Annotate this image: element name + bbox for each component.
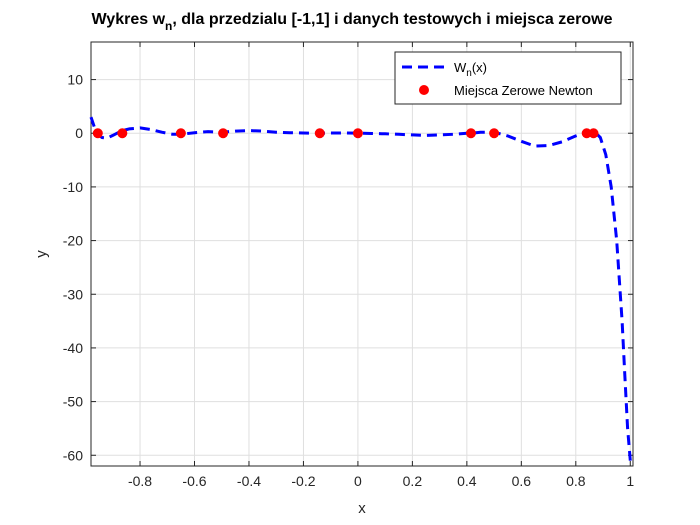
y-tick-label: -40 [63,340,83,356]
axis-ticks: -0.8 -0.6 -0.4 -0.2 0 0.2 0.4 0.6 0.8 1 -60 -50 -40 -… [63,42,634,489]
chart-title-subscript: n [165,19,172,33]
legend-marker-zeros [419,85,429,95]
x-tick-label: 0.6 [512,473,532,489]
legend-box [394,51,622,105]
x-tick-label: 0.4 [457,473,477,489]
zero-point-marker [465,128,476,139]
x-axis-label: x [358,500,366,517]
legend: Wn(x) Miejsca Zerowe Newton [394,51,622,105]
x-tick-label: -0.6 [182,473,206,489]
series-layer [89,116,632,461]
x-tick-label: 0.2 [403,473,423,489]
zero-point-marker [92,128,103,139]
zero-point-marker [352,128,363,139]
zero-point-marker [117,128,128,139]
legend-label-wn-prefix: W [454,60,467,75]
x-tick-label: -0.4 [237,473,261,489]
chart-title-suffix: , dla przedzialu [-1,1] i danych testowy… [172,11,612,28]
legend-label-wn: Wn(x) [454,60,487,79]
legend-label-zeros: Miejsca Zerowe Newton [454,83,593,98]
y-tick-label: -20 [63,233,83,249]
x-tick-label: -0.2 [291,473,315,489]
y-tick-label: 10 [67,72,83,88]
zero-point-marker [588,128,599,139]
y-tick-label: -50 [63,394,83,410]
y-tick-label: -10 [63,179,83,195]
y-tick-label: -60 [63,447,83,463]
legend-label-wn-suffix: (x) [472,60,487,75]
chart-title-prefix: Wykres w [91,11,165,28]
y-axis-label: y [33,250,50,258]
x-tick-label: 0 [354,473,362,489]
y-tick-label: -30 [63,286,83,302]
zero-point-marker [489,128,500,139]
x-tick-label: -0.8 [128,473,152,489]
x-tick-label: 0.8 [566,473,586,489]
zero-point-marker [218,128,229,139]
legend-label-wn-subscript: n [466,68,472,79]
chart-title: Wykres wn, dla przedzialu [-1,1] i danyc… [91,11,612,33]
plot-area [90,41,634,467]
zero-point-marker [314,128,325,139]
zero-point-marker [175,128,186,139]
x-tick-label: 1 [626,473,634,489]
y-tick-label: 0 [75,125,83,141]
